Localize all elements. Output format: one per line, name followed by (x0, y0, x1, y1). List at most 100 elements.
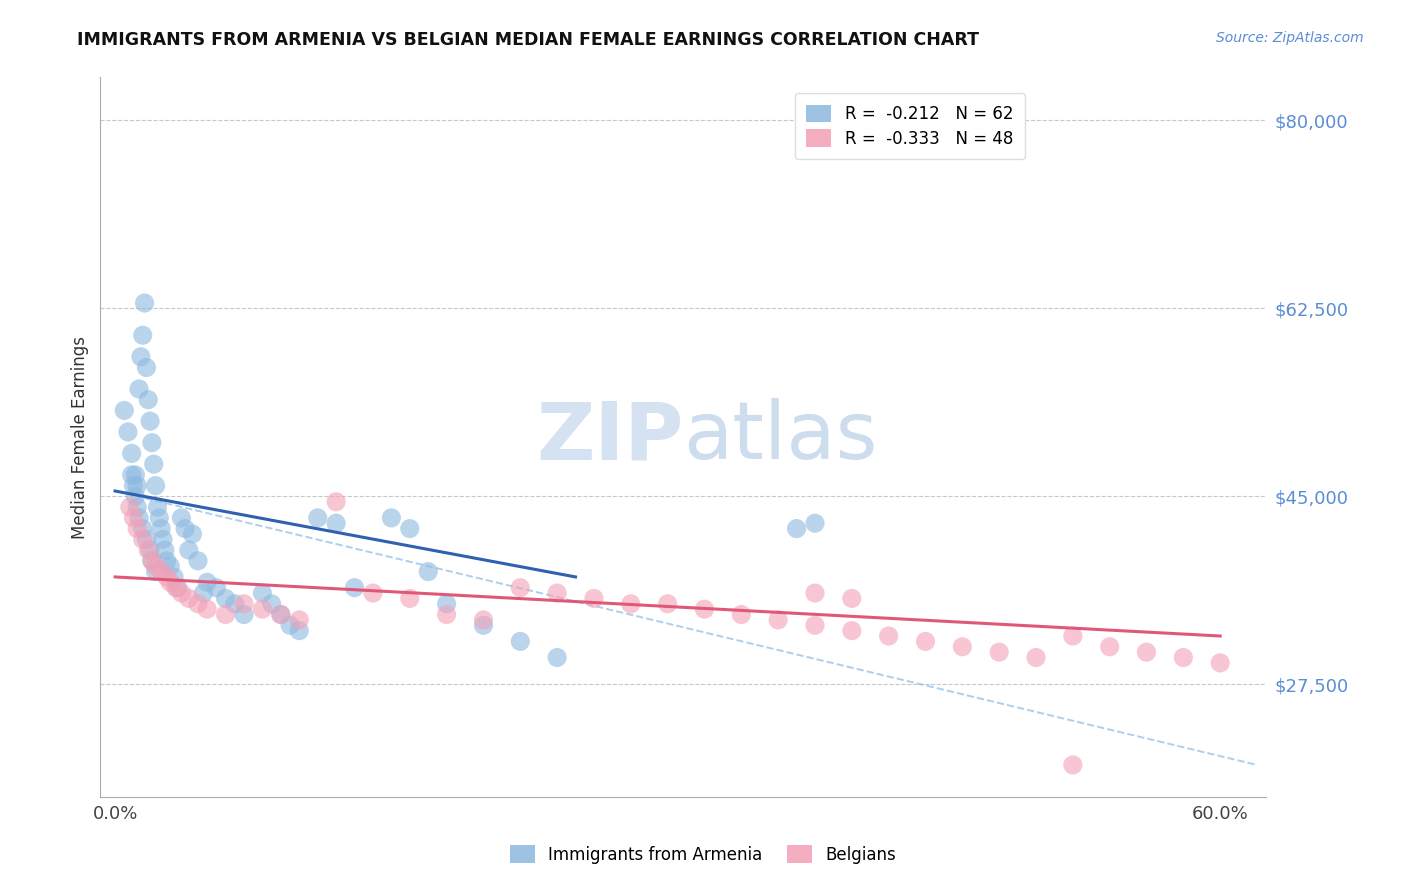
Point (127, 500, 149, 515)
Text: Source: ZipAtlas.com: Source: ZipAtlas.com (1216, 31, 1364, 45)
Point (142, 457, 165, 471)
Point (252, 586, 274, 600)
Point (325, 516, 347, 531)
Point (472, 613, 495, 627)
Point (436, 607, 458, 622)
Point (260, 597, 283, 611)
Point (361, 586, 384, 600)
Point (145, 559, 167, 574)
Point (150, 565, 173, 579)
Y-axis label: Median Female Earnings: Median Female Earnings (72, 335, 89, 539)
Point (132, 328, 155, 343)
Text: atlas: atlas (683, 399, 877, 476)
Point (128, 511, 150, 525)
Point (127, 522, 149, 536)
Point (128, 382, 150, 396)
Point (841, 591, 863, 606)
Point (1135, 645, 1157, 659)
Text: IMMIGRANTS FROM ARMENIA VS BELGIAN MEDIAN FEMALE EARNINGS CORRELATION CHART: IMMIGRANTS FROM ARMENIA VS BELGIAN MEDIA… (77, 31, 980, 49)
Point (150, 522, 173, 536)
Point (156, 554, 179, 568)
Point (166, 581, 188, 595)
Point (1025, 650, 1047, 665)
Text: ZIP: ZIP (536, 399, 683, 476)
Point (122, 511, 145, 525)
Point (193, 586, 215, 600)
Point (136, 543, 159, 558)
Point (135, 533, 157, 547)
Point (139, 543, 162, 558)
Point (278, 618, 301, 632)
Point (148, 511, 170, 525)
Point (136, 392, 159, 407)
Point (436, 597, 458, 611)
Point (135, 360, 157, 375)
Point (914, 634, 936, 648)
Point (195, 575, 218, 590)
Point (307, 511, 329, 525)
Point (145, 565, 167, 579)
Point (121, 467, 143, 482)
Point (163, 570, 186, 584)
Point (380, 511, 402, 525)
Point (1098, 640, 1121, 654)
Point (124, 489, 146, 503)
Point (877, 629, 900, 643)
Point (139, 414, 162, 428)
Point (146, 500, 169, 515)
Point (177, 591, 200, 606)
Point (288, 613, 311, 627)
Point (121, 446, 143, 460)
Point (132, 533, 155, 547)
Point (620, 597, 643, 611)
Point (841, 624, 863, 638)
Point (187, 554, 209, 568)
Point (252, 602, 274, 616)
Point (418, 565, 440, 579)
Point (398, 591, 420, 606)
Point (950, 640, 973, 654)
Point (233, 607, 256, 622)
Point (152, 533, 174, 547)
Point (117, 425, 139, 439)
Point (177, 543, 200, 558)
Point (156, 570, 179, 584)
Point (187, 597, 209, 611)
Point (1209, 656, 1232, 670)
Point (214, 607, 236, 622)
Point (141, 554, 163, 568)
Point (170, 511, 193, 525)
Point (325, 494, 347, 508)
Point (288, 624, 311, 638)
Point (112, 403, 135, 417)
Point (786, 522, 808, 536)
Point (129, 350, 152, 364)
Point (270, 607, 292, 622)
Point (804, 618, 827, 632)
Point (118, 500, 141, 515)
Point (804, 516, 827, 531)
Point (181, 527, 204, 541)
Point (205, 581, 228, 595)
Point (988, 645, 1011, 659)
Point (1173, 650, 1195, 665)
Legend: R =  -0.212   N = 62, R =  -0.333   N = 48: R = -0.212 N = 62, R = -0.333 N = 48 (794, 93, 1025, 160)
Point (582, 591, 605, 606)
Point (398, 522, 420, 536)
Point (546, 586, 568, 600)
Point (1062, 758, 1084, 772)
Point (153, 543, 176, 558)
Point (141, 435, 163, 450)
Point (122, 478, 145, 492)
Point (509, 634, 531, 648)
Point (127, 478, 149, 492)
Point (804, 586, 827, 600)
Point (657, 597, 679, 611)
Point (124, 467, 146, 482)
Point (214, 591, 236, 606)
Point (141, 554, 163, 568)
Point (693, 602, 716, 616)
Point (509, 581, 531, 595)
Point (159, 559, 181, 574)
Point (174, 522, 197, 536)
